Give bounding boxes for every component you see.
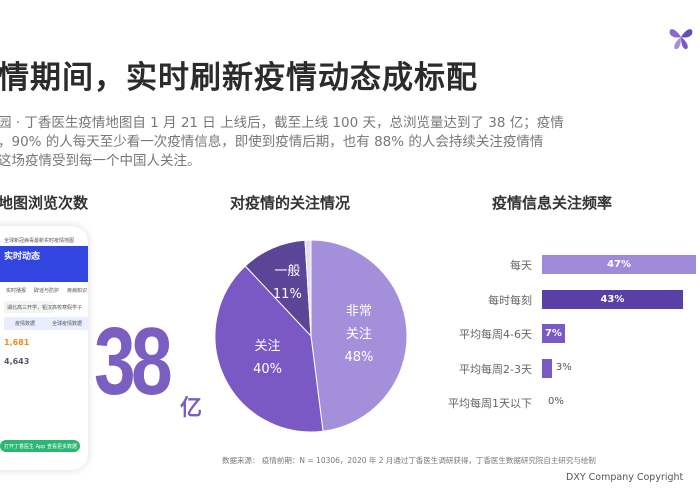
bar-category-label: 平均每周2-3天	[459, 362, 532, 376]
bar-category-label: 每天	[510, 259, 532, 272]
pie-slice	[310, 239, 408, 432]
phone-tab: 疾病知识	[67, 288, 88, 294]
phone-num: 4,643	[4, 357, 30, 366]
phone-header: 全球新冠病毒最新实时疫情地图	[4, 238, 75, 244]
phone-data-tab: 全球疫情数据	[46, 317, 88, 330]
bar-value-label: 3%	[555, 361, 572, 373]
page-title: 情期间，实时刷新疫情动态成标配	[0, 60, 478, 96]
desc-line: 这场疫情受到每一个中国人关注。	[0, 153, 201, 169]
section-title-attention: 对疫情的关注情况	[230, 194, 351, 212]
phone-search: 湖北高三开学，铅汉高校寒假学子	[4, 301, 82, 313]
bar-value-label: 0%	[548, 396, 564, 407]
bar	[542, 358, 552, 378]
desc-line: 园 · 丁香医生疫情地图自 1 月 21 日 上线后，截至上线 100 天，总浏…	[0, 115, 564, 131]
pie-slice	[244, 239, 312, 338]
desc-line: ，90% 的人每天至少看一次疫情信息，即使到疫情后期，也有 88% 的人会持续关…	[0, 134, 544, 150]
dxy-logo-icon	[669, 29, 693, 50]
data-source: 数据来源： 疫情前期：N = 10306，2020 年 2 月通过丁香医生调研获…	[222, 456, 596, 465]
phone-banner: 实时动态	[0, 246, 88, 282]
section-title-frequency: 疫情信息关注频率	[492, 194, 613, 212]
pie-slice	[214, 265, 324, 433]
pie-category-label: 一般	[274, 263, 300, 279]
bar: 47%	[542, 255, 696, 274]
phone-cta: 打开丁香医生 App 查看更多数据	[0, 440, 80, 452]
bar-category-label: 平均每周1天以下	[448, 397, 532, 410]
pie-category-label: 关注	[255, 339, 281, 354]
phone-num: 1,681	[4, 338, 30, 347]
big-number-unit: 亿	[180, 396, 203, 421]
phone-tab: 实时播报	[6, 288, 27, 294]
bar: 7%	[542, 324, 565, 343]
pie-category-label: 关注	[346, 327, 372, 342]
description: 园 · 丁香医生疫情地图自 1 月 21 日 上线后，截至上线 100 天，总浏…	[0, 114, 564, 171]
bar: 43%	[542, 289, 683, 309]
section-title-views: 地图浏览次数	[0, 194, 89, 212]
phone-tab: 辟谣与防护	[34, 288, 60, 294]
pie-value-label: 40%	[253, 362, 282, 377]
bar-category-label: 每时每刻	[488, 293, 532, 307]
pie-value-label: 11%	[273, 287, 302, 302]
phone-data-tab: 疫情数据	[4, 317, 46, 330]
pie-value-label: 48%	[344, 350, 373, 365]
pie-slice	[304, 239, 312, 337]
bar-category-label: 平均每周4-6天	[459, 328, 532, 341]
phone-screenshot: 全球新冠病毒最新实时疫情地图 实时动态 实时播报 辟谣与防护 疾病知识 湖北高三…	[0, 226, 88, 470]
big-number: 38	[94, 308, 173, 415]
copyright: DXY Company Copyright	[566, 472, 684, 483]
pie-category-label: 非常	[346, 304, 372, 319]
